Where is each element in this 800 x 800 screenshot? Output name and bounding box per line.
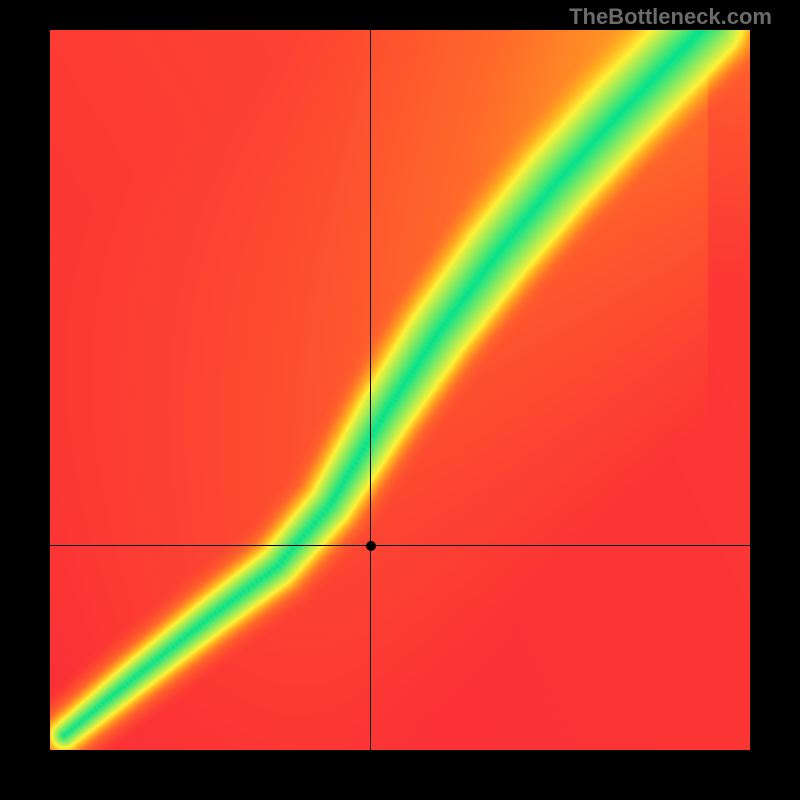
chart-container: TheBottleneck.com — [0, 0, 800, 800]
crosshair-vertical — [370, 30, 371, 750]
heatmap-canvas — [50, 30, 750, 750]
heatmap-plot — [50, 30, 750, 750]
watermark-text: TheBottleneck.com — [569, 4, 772, 30]
crosshair-horizontal — [50, 545, 750, 546]
marker-dot — [366, 541, 376, 551]
